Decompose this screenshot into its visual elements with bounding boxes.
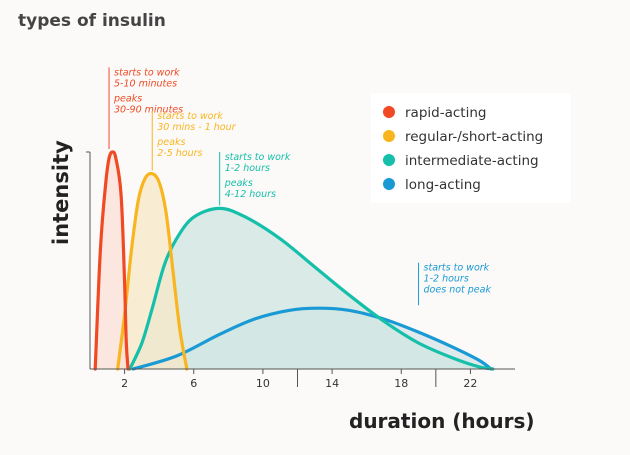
regular-annotation-text: starts to work [157,111,223,122]
intermediate-legend-label: intermediate-acting [405,153,539,169]
chart-title: types of insulin [18,11,166,31]
legend-box [371,93,571,203]
regular-legend-label: regular-/short-acting [405,129,543,145]
regular-line [116,171,189,371]
regular-annotation-text: peaks [156,137,185,148]
regular-annotation-text: 30 mins - 1 hour [157,122,236,133]
long-legend-swatch [383,178,395,190]
rapid-annotation-text: peaks [113,93,142,104]
x-axis-label: duration (hours) [349,409,535,433]
rapid-annotation-text: 5-10 minutes [114,78,177,89]
x-tick-label-2: 2 [121,377,128,390]
intermediate-annotation-text: peaks [224,178,253,189]
intermediate-area [129,208,493,369]
rapid-line [93,150,130,371]
rapid-annotation-text: starts to work [114,67,180,78]
y-axis-label: intensity [49,140,73,245]
long-annotation-text: does not peak [424,285,492,296]
x-ticks: 2 6 10 14 18 22 [121,369,477,390]
intermediate-line [128,206,495,371]
rapid-legend-swatch [383,106,395,118]
intermediate-legend-swatch [383,154,395,166]
axes [86,151,515,370]
long-annotation-text: starts to work [424,263,490,274]
x-tick-label-14: 14 [325,377,339,390]
x-tick-label-18: 18 [394,377,408,390]
regular-legend-swatch [383,130,395,142]
long-legend-label: long-acting [405,177,481,193]
x-tick-label-10: 10 [256,377,270,390]
rapid-legend-label: rapid-acting [405,105,486,121]
rapid-area [95,151,128,369]
regular-annotation-text: 2-5 hours [157,148,202,159]
legend: rapid-acting regular-/short-acting interme… [371,93,571,203]
intermediate-annotation-text: 1-2 hours [225,163,270,174]
intermediate-annotation-text: starts to work [225,152,291,163]
x-tick-label-22: 22 [463,377,477,390]
long-annotation-text: 1-2 hours [424,274,469,285]
intermediate-annotation-text: 4-12 hours [225,189,276,200]
rapid-annotation-text: 30-90 minutes [114,104,183,115]
curve-lines [93,150,495,371]
x-tick-label-6: 6 [190,377,197,390]
long-line [131,306,493,371]
